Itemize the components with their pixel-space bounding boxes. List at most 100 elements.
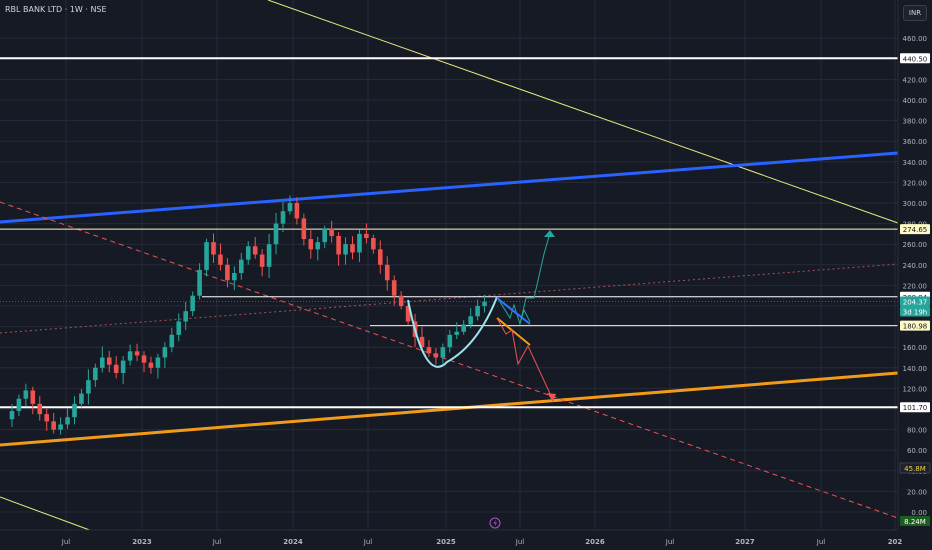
price-tag-label: 101.70 [903,404,928,412]
candle-body [23,390,29,399]
candle-body [30,390,36,404]
candle-body [371,238,376,250]
time-axis: Jul 2023 Jul 2024 Jul 2025 Jul 2026 Jul 2027 Jul 20… [61,538,903,546]
event-badge-icon[interactable] [489,517,501,529]
cup-curve [407,296,498,368]
candle-body [259,254,265,267]
candle-body [106,357,112,365]
price-axis-label: 460.00 [903,35,928,43]
dotted-midline [0,263,899,334]
candle-body [357,233,362,253]
candle-body [58,424,63,430]
candle-body [155,357,161,368]
price-axis-label: 220.00 [903,282,928,290]
candle-body [197,269,202,296]
candle-body [461,324,466,332]
candles [9,195,487,435]
price-tag-box [900,402,930,413]
time-axis-label: 202 [888,538,903,546]
currency-button[interactable]: INR [903,5,927,21]
candle-body [239,259,244,274]
candle-body [37,403,43,415]
time-axis-label: Jul [61,538,71,546]
candle-body [468,316,473,325]
price-axis-panel [899,0,932,550]
price-tag-label: 45.8M [904,465,926,473]
price-axis-label: 300.00 [903,200,928,208]
candle-body [398,295,404,306]
time-axis-label: 2027 [735,538,755,546]
time-axis-label: Jul [816,538,826,546]
candle-body [79,393,84,404]
candle-body [343,244,348,255]
candle-body [9,411,15,420]
price-tag: 8.24M [900,516,930,526]
candle-body [440,347,446,358]
price-axis-label: 140.00 [903,365,928,373]
candle-body [134,351,140,356]
price-tag: 204.37 [900,296,930,307]
price-tag-label: 440.50 [903,55,928,63]
bullish-projection-path [519,232,551,325]
lightning-icon [493,519,497,527]
price-axis-label: 120.00 [903,385,928,393]
time-axis-label: 2025 [436,538,456,546]
candle-body [301,218,307,240]
price-axis-label: 20.00 [907,488,927,496]
candle-body [232,273,237,281]
price-axis-label: 160.00 [903,344,928,352]
candle-body [322,228,327,243]
dashed-descending-trendline [0,201,899,519]
price-tag-box [900,53,930,64]
price-tag-box [899,462,931,474]
bearish-projection-arrowhead [547,393,556,402]
candle-body [378,249,383,265]
flag-upper-line [496,297,531,325]
candle-body [72,403,77,418]
candle-body [391,280,397,296]
time-axis-panel [0,530,898,550]
price-axis-label: 60.00 [907,447,927,455]
time-axis-label: 2023 [132,538,152,546]
candle-body [218,254,223,265]
bearish-projection-path [496,317,554,401]
candle-body [405,306,411,322]
candle-body [183,311,188,322]
orange-channel-line [0,371,899,447]
price-tag-label: 8.24M [904,518,926,526]
price-axis-label: 340.00 [903,159,928,167]
candle-body [51,421,56,430]
candle-body [482,301,487,306]
candle-body [16,398,22,412]
candle-body [100,357,105,368]
time-axis-label: Jul [665,538,675,546]
candle-body [280,211,286,224]
candle-body [419,336,425,348]
candle-body [148,362,154,368]
price-tag: 440.50 [900,53,930,64]
price-axis-label: 240.00 [903,262,928,270]
candle-body [141,355,147,363]
price-tag-label: 204.37 [903,298,928,306]
price-axis-label: 380.00 [903,118,928,126]
candle-body [287,203,293,212]
candle-body [433,353,439,358]
time-axis-label: Jul [515,538,525,546]
candle-body [120,360,126,373]
price-axis: 460.00440.00420.00400.00380.00360.00340.… [899,35,931,526]
price-axis-label: 360.00 [903,138,928,146]
candle-body [308,239,314,250]
price-axis-label: 400.00 [903,97,928,105]
yellow-lower-trendline [0,496,96,533]
candle-body [225,264,230,281]
time-axis-label: Jul [363,538,373,546]
time-axis-label: 2026 [585,538,605,546]
chart-title: RBL BANK LTD · 1W · NSE [5,5,107,14]
price-axis-label: 80.00 [907,427,927,435]
candle-body [364,233,369,239]
candle-body [162,347,168,358]
price-axis-label: 0.00 [911,509,927,517]
flag-lower-line [496,317,531,346]
